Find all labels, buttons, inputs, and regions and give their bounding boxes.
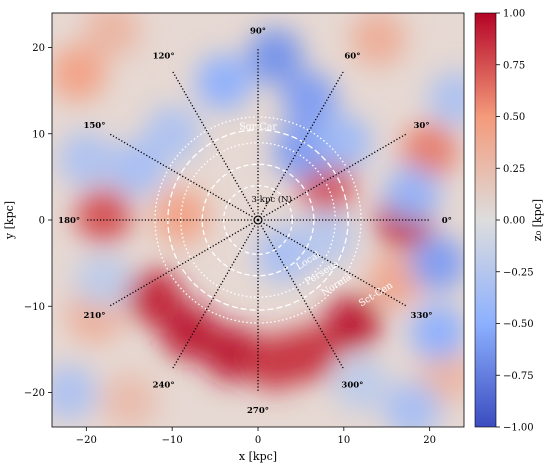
colorbar-tick-label: 0.00 xyxy=(503,216,525,227)
colorbar xyxy=(474,12,497,428)
heatmap-blob xyxy=(255,226,312,283)
heatmap-blob xyxy=(298,209,355,266)
heatmap-blob xyxy=(195,54,252,110)
arm-label-sgr-car: Sgr-Car xyxy=(239,121,277,132)
colorbar-tick-label: −0.25 xyxy=(503,267,534,278)
heatmap-blob xyxy=(333,355,389,412)
heatmap-blob xyxy=(367,252,424,309)
heatmap-blob xyxy=(84,13,141,59)
heatmap-blob xyxy=(281,71,338,128)
heatmap-blob xyxy=(350,13,407,67)
colorbar-ticks: 1.00 0.75 0.50 0.25 0.00 −0.25 −0.50 −0.75 −1.00 xyxy=(496,9,534,434)
heatmap-blob xyxy=(75,187,132,244)
angle-label-60: 60° xyxy=(344,52,360,62)
heatmap-blob xyxy=(384,381,441,427)
heatmap-blob xyxy=(281,325,338,382)
arm-label-3-kpc-n-: 3-kpc (N) xyxy=(252,194,292,205)
heatmap-blob xyxy=(152,187,209,244)
heatmap-blob xyxy=(52,45,106,102)
angle-label-30: 30° xyxy=(413,121,429,131)
colorbar-tick-label: −0.75 xyxy=(503,371,534,382)
colorbar-tick-label: 0.25 xyxy=(503,164,525,175)
y-tick-label: 10 xyxy=(32,129,45,140)
heatmap-blob xyxy=(127,269,183,326)
angle-label-330: 330° xyxy=(411,311,433,321)
heatmap-blob xyxy=(324,295,381,352)
y-tick-label: 0 xyxy=(39,216,45,227)
heatmap-blob xyxy=(109,140,166,197)
x-tick-label: 20 xyxy=(423,435,436,446)
y-tick-label: −10 xyxy=(24,302,45,313)
colorbar-tick-label: 0.50 xyxy=(503,112,525,123)
spiral-arm-outline xyxy=(223,185,293,255)
heatmap-area: 0° 30° 60° 90° 120° 150° 180° 210° 240° 270° 300° 3… xyxy=(52,13,464,427)
angle-label-270: 270° xyxy=(247,406,269,416)
angle-label-120: 120° xyxy=(153,52,175,62)
y-axis-label: y [kpc] xyxy=(3,201,16,240)
heatmap-blob xyxy=(410,235,464,292)
heatmap-blob xyxy=(384,166,441,223)
heatmap-blob xyxy=(410,304,464,361)
x-axis-label: x [kpc] xyxy=(239,450,277,463)
sun-marker xyxy=(253,215,263,225)
heatmap-blob xyxy=(204,325,261,382)
heatmap-blob xyxy=(401,123,458,179)
heatmap-blob xyxy=(101,373,158,427)
colorbar-tick-label: 1.00 xyxy=(503,9,525,20)
spiral-arm-outline xyxy=(201,163,315,277)
x-tick-label: −10 xyxy=(162,435,183,446)
x-tick-label: −20 xyxy=(76,435,97,446)
angle-label-240: 240° xyxy=(153,380,175,390)
angle-label-210: 210° xyxy=(83,311,105,321)
heatmap-blob xyxy=(427,71,464,128)
angle-label-150: 150° xyxy=(83,121,105,131)
angle-label-90: 90° xyxy=(250,26,266,36)
x-tick-label: 10 xyxy=(337,435,350,446)
heatmap-blob xyxy=(161,304,218,361)
colorbar-tick-label: −0.50 xyxy=(503,319,534,330)
angle-label-0: 0° xyxy=(442,216,452,226)
y-tick-label: −20 xyxy=(24,388,45,399)
heatmap-blob xyxy=(272,123,329,179)
y-tick-label: 20 xyxy=(32,43,45,54)
heatmap-blob xyxy=(247,28,304,85)
colorbar-tick-label: 0.75 xyxy=(503,60,525,71)
heatmap-blob xyxy=(75,252,132,309)
heatmap-blob xyxy=(144,105,201,162)
heatmap-blob xyxy=(315,114,372,171)
heatmap-blob xyxy=(58,131,115,188)
sun-marker-center xyxy=(256,218,260,222)
colorbar-tick-label: −1.00 xyxy=(503,423,534,434)
x-tick-label: 0 xyxy=(255,435,261,446)
angle-label-180: 180° xyxy=(58,216,80,226)
angle-label-300: 300° xyxy=(341,380,363,390)
colorbar-label: z₀ [kpc] xyxy=(531,199,544,241)
heatmap-blob xyxy=(52,364,98,421)
